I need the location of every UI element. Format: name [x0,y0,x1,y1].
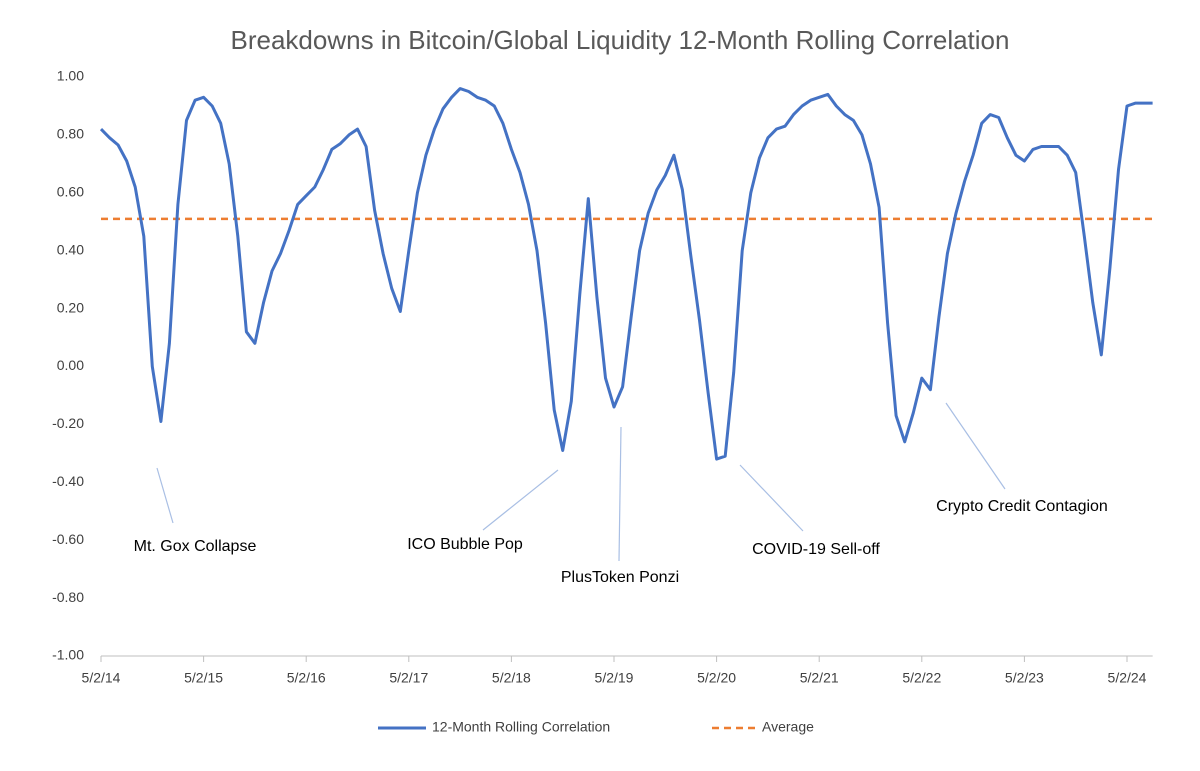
x-tick-label: 5/2/14 [82,670,121,686]
x-tick-label: 5/2/23 [1005,670,1044,686]
x-tick-label: 5/2/15 [184,670,223,686]
annotation-leader [945,402,1006,490]
y-tick-label: 0.00 [57,357,84,373]
x-tick-label: 5/2/18 [492,670,531,686]
annotation: COVID-19 Sell-off [752,541,880,558]
y-tick-label: -0.60 [52,531,84,547]
annotation-leader [618,426,622,562]
chart-title: Breakdowns in Bitcoin/Global Liquidity 1… [231,25,1010,55]
x-tick-label: 5/2/22 [902,670,941,686]
y-tick-label: 0.20 [57,299,84,315]
x-tick-label: 5/2/16 [287,670,326,686]
x-tick-label: 5/2/20 [697,670,736,686]
x-tick-label: 5/2/24 [1108,670,1147,686]
annotation: PlusToken Ponzi [561,569,679,586]
annotation-leader [156,467,174,524]
legend-label: Average [762,719,814,735]
y-tick-label: -1.00 [52,647,84,663]
annotation: ICO Bubble Pop [407,536,523,553]
annotation-leader [739,464,804,532]
y-tick-label: 0.80 [57,126,84,142]
annotation-leader [482,469,559,531]
legend-label: 12-Month Rolling Correlation [432,719,610,735]
series-line [99,87,1153,461]
y-tick-label: -0.20 [52,415,84,431]
annotation: Mt. Gox Collapse [134,538,257,555]
x-tick-label: 5/2/17 [389,670,428,686]
y-tick-label: -0.40 [52,473,84,489]
y-tick-label: 1.00 [57,68,84,84]
x-tick-label: 5/2/19 [595,670,634,686]
x-tick-label: 5/2/21 [800,670,839,686]
y-tick-label: -0.80 [52,589,84,605]
y-tick-label: 0.60 [57,184,84,200]
y-tick-label: 0.40 [57,241,84,257]
annotation: Crypto Credit Contagion [936,498,1108,515]
